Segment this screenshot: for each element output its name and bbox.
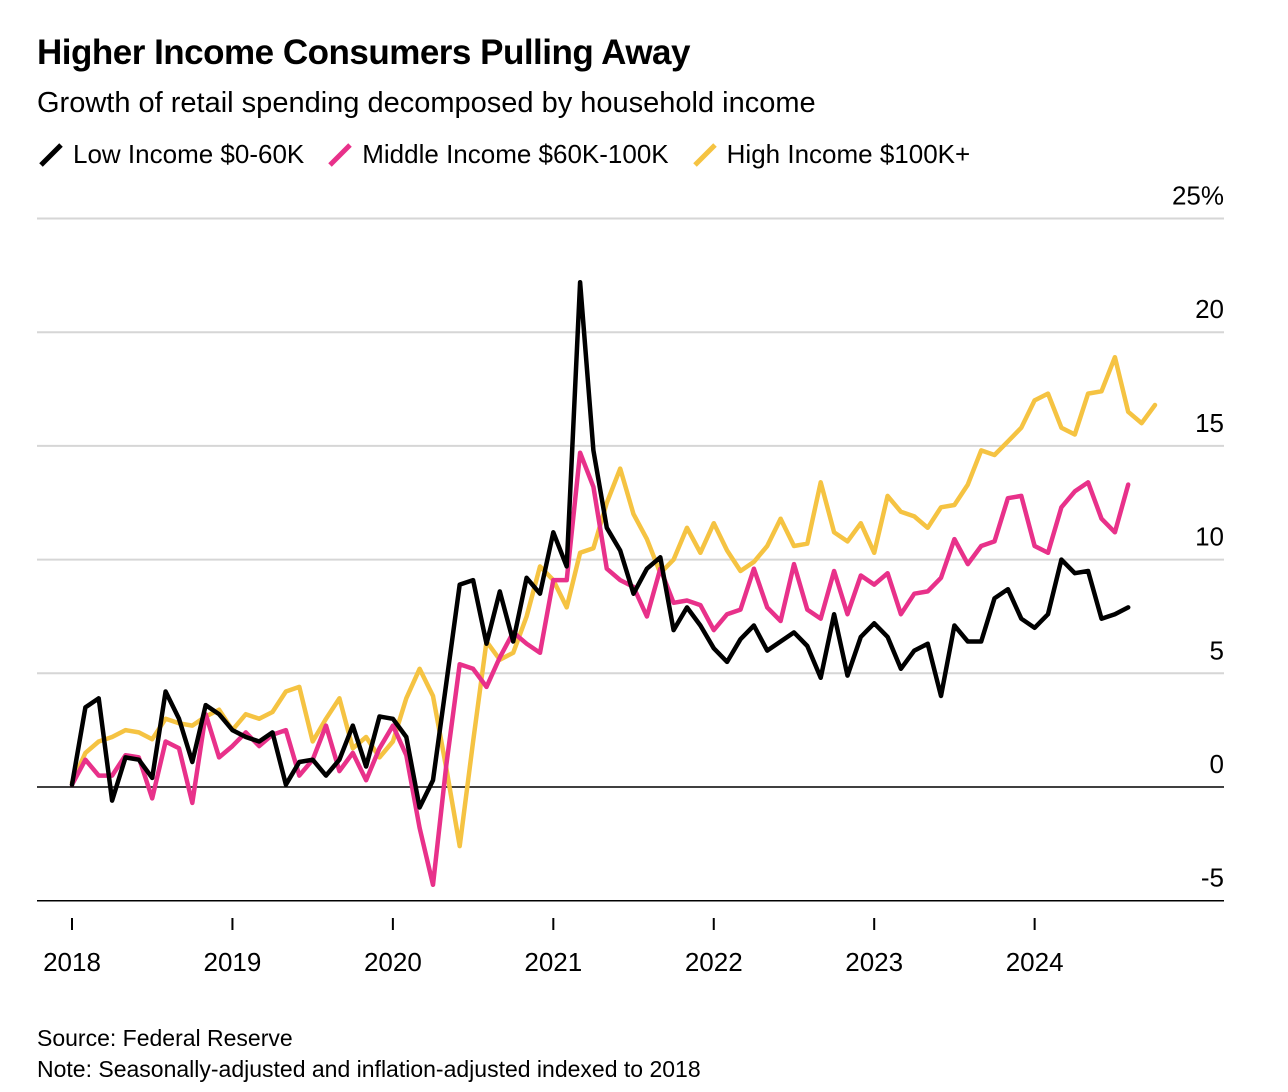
- series-line-2: [69, 279, 1131, 810]
- legend-swatch-middle-income: [326, 141, 354, 169]
- series-line-0: [69, 354, 1158, 849]
- legend-label-middle-income: Middle Income $60K-100K: [362, 139, 669, 169]
- y-axis: 25% 20 15 10 5 0 -5: [1172, 181, 1224, 893]
- legend: Low Income $0-60K Middle Income $60K-100…: [37, 139, 992, 170]
- series-line-1: [69, 450, 1131, 888]
- y-tick-label: 15: [1195, 408, 1224, 438]
- legend-swatch-high-income: [691, 141, 719, 169]
- x-tick-label: 2020: [364, 947, 422, 977]
- x-tick-label: 2021: [524, 947, 582, 977]
- methodology-note: Note: Seasonally-adjusted and inflation-…: [37, 1056, 701, 1082]
- y-tick-label: 5: [1210, 635, 1224, 665]
- x-axis: 2018 2019 2020 2021 2022 2023 2024: [43, 918, 1064, 977]
- series-lines: [69, 279, 1158, 888]
- chart-subtitle: Growth of retail spending decomposed by …: [37, 87, 816, 119]
- x-tick-label: 2023: [845, 947, 903, 977]
- y-tick-label: 20: [1195, 294, 1224, 324]
- chart-title: Higher Income Consumers Pulling Away: [37, 33, 690, 72]
- source-note: Source: Federal Reserve: [37, 1025, 293, 1051]
- y-tick-label: 25%: [1172, 181, 1224, 211]
- x-tick-label: 2018: [43, 947, 101, 977]
- legend-item-middle-income: Middle Income $60K-100K: [326, 139, 669, 170]
- y-tick-label: 0: [1210, 749, 1224, 779]
- legend-label-high-income: High Income $100K+: [726, 139, 971, 169]
- legend-label-low-income: Low Income $0-60K: [73, 139, 305, 169]
- x-tick-label: 2022: [685, 947, 743, 977]
- y-tick-label: -5: [1201, 863, 1224, 893]
- x-tick-label: 2019: [204, 947, 262, 977]
- gridlines: [37, 217, 1224, 902]
- legend-item-high-income: High Income $100K+: [691, 139, 971, 170]
- x-tick-label: 2024: [1006, 947, 1064, 977]
- legend-swatch-low-income: [37, 141, 65, 169]
- y-tick-label: 10: [1195, 522, 1224, 552]
- legend-item-low-income: Low Income $0-60K: [37, 139, 304, 170]
